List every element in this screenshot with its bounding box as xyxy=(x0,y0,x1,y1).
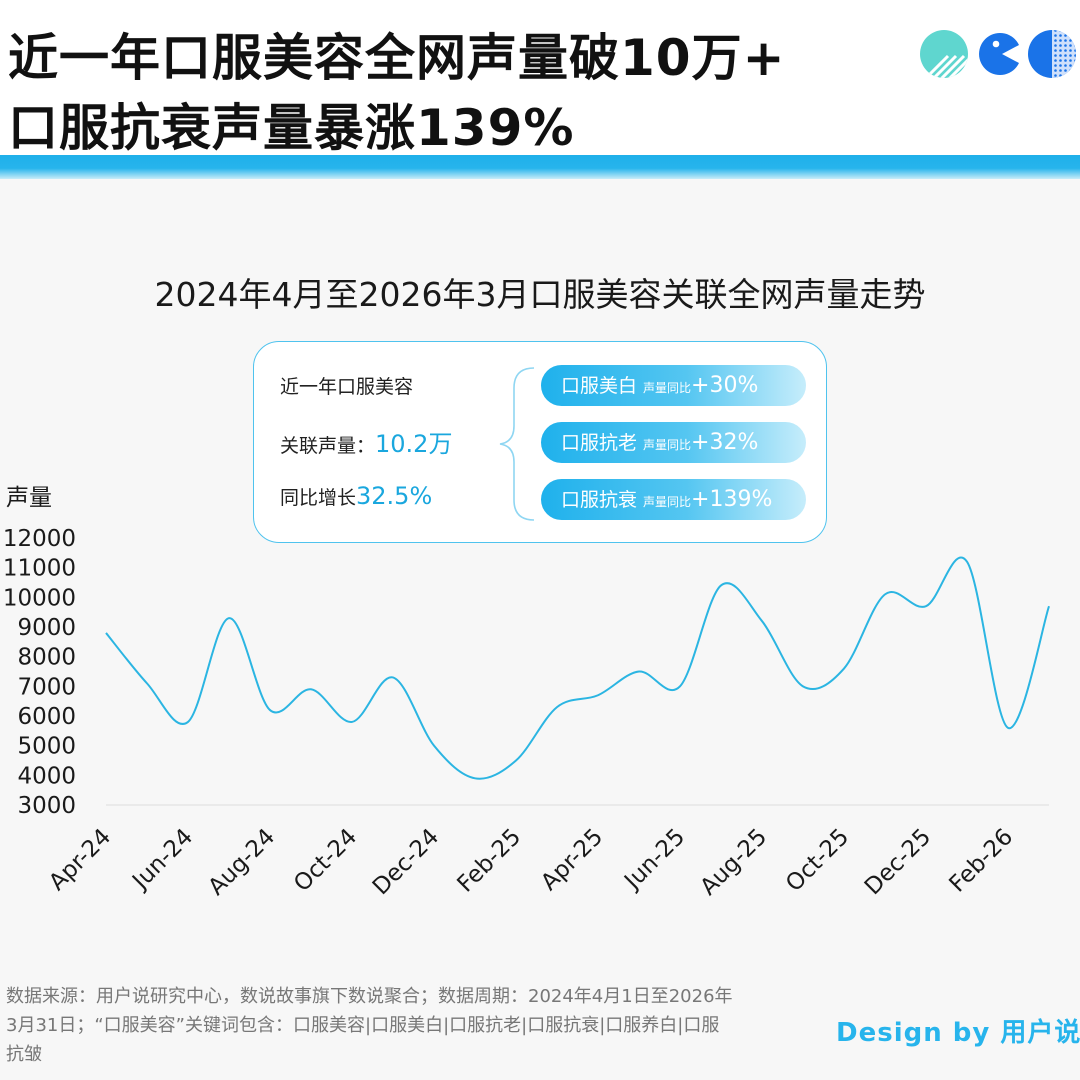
chart-title: 2024年4月至2026年3月口服美容关联全网声量走势 xyxy=(154,275,926,314)
header: 近一年口服美容全网声量破10万+ 口服抗衰声量暴涨139% xyxy=(0,0,1080,157)
x-tick-label: Oct-24 xyxy=(289,824,362,897)
headline-line-1: 近一年口服美容全网声量破10万+ xyxy=(8,29,786,87)
x-tick-label: Jun-25 xyxy=(618,824,690,896)
y-tick-label: 6000 xyxy=(17,704,76,730)
summary-volume-label: 关联声量： xyxy=(280,435,376,457)
x-tick-label: Apr-25 xyxy=(536,824,608,896)
design-credit: Design by 用户说 xyxy=(836,1018,1080,1048)
x-tick-label: Jun-24 xyxy=(126,824,198,896)
x-tick-label: Feb-26 xyxy=(944,824,1018,898)
pill-anti-aging-pct: +32% xyxy=(691,430,759,455)
brace-icon xyxy=(499,367,535,521)
pill-anti-decline-sub: 声量同比 xyxy=(643,495,692,509)
y-axis-title: 声量 xyxy=(6,485,52,511)
y-tick-label: 12000 xyxy=(3,526,76,552)
y-tick-label: 11000 xyxy=(3,556,76,582)
y-tick-label: 7000 xyxy=(17,674,76,700)
y-axis-ticks: 3000 4000 5000 6000 7000 8000 9000 10000 11000 12… xyxy=(3,526,76,819)
pill-anti-decline-name: 口服抗衰 xyxy=(561,489,638,511)
pill-anti-aging-sub: 声量同比 xyxy=(643,438,692,452)
data-points xyxy=(104,560,1051,781)
summary-growth-value: 32.5% xyxy=(356,482,433,510)
summary-volume-row: 关联声量：10.2万 xyxy=(280,424,452,459)
pill-anti-decline-pct: +139% xyxy=(691,487,773,512)
pill-whitening-pct: +30% xyxy=(691,373,759,398)
header-stripe xyxy=(0,155,1080,179)
pill-whitening-name: 口服美白 xyxy=(561,375,638,397)
striped-circle-icon xyxy=(920,30,968,78)
pill-whitening: 口服美白 声量同比+30% xyxy=(541,365,806,406)
x-tick-label: Dec-25 xyxy=(860,824,936,900)
x-tick-label: Feb-25 xyxy=(452,824,526,898)
x-tick-label: Aug-24 xyxy=(204,824,281,901)
brand-logo-icons xyxy=(920,30,1076,78)
summary-growth-label: 同比增长 xyxy=(280,487,357,509)
x-tick-label: Dec-24 xyxy=(368,824,444,900)
source-note: 数据来源：用户说研究中心，数说故事旗下数说聚合；数据周期：2024年4月1日至2… xyxy=(6,986,733,1065)
pill-anti-aging: 口服抗老 声量同比+32% xyxy=(541,422,806,463)
y-tick-label: 3000 xyxy=(17,793,76,819)
pill-anti-aging-name: 口服抗老 xyxy=(561,432,638,454)
dotted-circle-icon xyxy=(1028,30,1076,78)
summary-volume-value: 10.2万 xyxy=(375,430,453,458)
x-tick-label: Oct-25 xyxy=(781,824,854,897)
x-axis-ticks: Apr-24 Jun-24 Aug-24 Oct-24 Dec-24 Feb-25 Apr-… xyxy=(44,824,1018,901)
y-tick-label: 10000 xyxy=(3,585,76,611)
pill-anti-decline: 口服抗衰 声量同比+139% xyxy=(541,479,806,520)
y-tick-label: 9000 xyxy=(17,615,76,641)
summary-growth-row: 同比增长32.5% xyxy=(280,482,432,510)
x-tick-label: Aug-25 xyxy=(696,824,773,901)
x-tick-label: Apr-24 xyxy=(44,824,116,896)
headline-line-2: 口服抗衰声量暴涨139% xyxy=(8,99,575,157)
pacman-icon xyxy=(979,33,1019,75)
y-tick-label: 8000 xyxy=(17,645,76,671)
y-tick-label: 4000 xyxy=(17,763,76,789)
y-tick-label: 5000 xyxy=(17,734,76,760)
summary-label-1: 近一年口服美容 xyxy=(280,376,414,398)
summary-box: 近一年口服美容 关联声量：10.2万 同比增长32.5% 口服美白 声量同比+30… xyxy=(253,341,827,543)
series-line xyxy=(105,556,1050,780)
pill-whitening-sub: 声量同比 xyxy=(643,381,692,395)
